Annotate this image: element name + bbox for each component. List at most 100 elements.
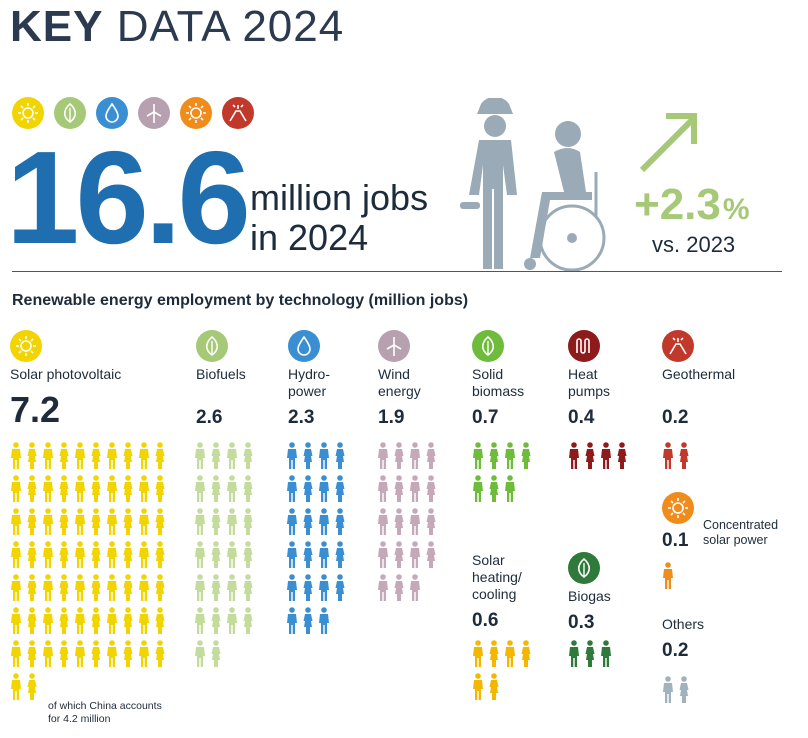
person-icon: [426, 442, 436, 469]
person-icon: [473, 673, 483, 700]
person-icon: [489, 640, 499, 667]
tech-name: Solid biomass: [472, 366, 525, 399]
person-icon: [287, 475, 297, 502]
person-icon: [227, 607, 237, 634]
person-icon: [410, 442, 420, 469]
person-icon: [410, 541, 420, 568]
person-icon: [663, 442, 673, 469]
person-icon: [27, 607, 37, 634]
person-icon: [521, 442, 531, 469]
person-icon: [155, 574, 165, 601]
leaf-icon: [54, 97, 86, 129]
growth-comparison: vs. 2023: [652, 232, 736, 257]
person-icon: [287, 508, 297, 535]
person-icon: [319, 574, 329, 601]
person-icon: [410, 475, 420, 502]
person-icon: [123, 442, 133, 469]
person-icon: [59, 541, 69, 568]
person-icon: [123, 475, 133, 502]
people-grid-others: [662, 676, 726, 704]
person-icon: [473, 475, 483, 502]
person-icon: [426, 541, 436, 568]
person-icon: [335, 508, 345, 535]
people-grid-biogas: [568, 640, 632, 668]
person-icon: [426, 508, 436, 535]
person-icon: [663, 562, 673, 589]
person-icon: [123, 541, 133, 568]
person-icon: [59, 475, 69, 502]
person-icon: [319, 475, 329, 502]
person-icon: [107, 607, 117, 634]
person-icon: [569, 442, 579, 469]
person-icon: [287, 574, 297, 601]
person-icon: [227, 541, 237, 568]
person-icon: [155, 442, 165, 469]
person-icon: [27, 640, 37, 667]
person-icon: [303, 574, 313, 601]
sun-icon: [180, 97, 212, 129]
growth-unit: %: [722, 193, 750, 226]
tech-value: 0.3: [568, 612, 595, 633]
person-icon: [505, 475, 515, 502]
person-icon: [521, 640, 531, 667]
person-icon: [155, 640, 165, 667]
people-grid-hydropower: [286, 442, 350, 635]
tech-heat-pumps: Heat pumps 0.4: [568, 330, 610, 429]
sun-icon: [10, 330, 42, 362]
tech-value: 2.6: [196, 407, 223, 428]
water-drop-icon: [96, 97, 128, 129]
people-grid-heat-pumps: [568, 442, 632, 470]
tech-value: 0.2: [662, 407, 689, 428]
headline-value: 16.6: [6, 124, 251, 271]
person-icon: [489, 442, 499, 469]
tech-wind-energy: Wind energy 1.9: [378, 330, 421, 429]
person-icon: [59, 442, 69, 469]
person-icon: [243, 607, 253, 634]
person-icon: [378, 541, 388, 568]
person-icon: [303, 442, 313, 469]
person-icon: [378, 508, 388, 535]
person-icon: [155, 508, 165, 535]
person-icon: [107, 541, 117, 568]
person-icon: [473, 640, 483, 667]
person-icon: [489, 673, 499, 700]
tech-name: Geothermal: [662, 366, 736, 382]
person-icon: [107, 640, 117, 667]
tech-name: Solar photovoltaic: [10, 366, 122, 382]
people-grid-wind-energy: [377, 442, 441, 602]
tech-value: 0.1: [662, 530, 689, 551]
person-icon: [227, 475, 237, 502]
person-icon: [394, 442, 404, 469]
person-icon: [335, 442, 345, 469]
person-icon: [11, 541, 21, 568]
tech-solar-photovoltaic: Solar photovoltaic 7.2: [10, 330, 121, 431]
person-icon: [195, 640, 205, 667]
person-icon: [43, 508, 53, 535]
title-light: DATA 2024: [116, 2, 345, 51]
people-grid-solar-photovoltaic: [10, 442, 170, 701]
wind-turbine-icon: [138, 97, 170, 129]
tech-biofuels: Biofuels 2.6: [196, 330, 246, 429]
person-icon: [410, 508, 420, 535]
person-icon: [91, 475, 101, 502]
person-icon: [59, 574, 69, 601]
person-icon: [59, 607, 69, 634]
tech-geothermal: Geothermal 0.2: [662, 330, 735, 429]
person-icon: [107, 574, 117, 601]
person-icon: [123, 508, 133, 535]
person-icon: [75, 442, 85, 469]
person-icon: [195, 442, 205, 469]
people-grid-solar-heating-cooling: [472, 640, 536, 701]
divider-line: [12, 271, 782, 272]
person-icon: [107, 475, 117, 502]
leaf-icon: [568, 552, 600, 584]
person-icon: [243, 541, 253, 568]
person-icon: [303, 607, 313, 634]
tech-value: 7.2: [10, 389, 61, 430]
person-icon: [107, 508, 117, 535]
person-icon: [91, 607, 101, 634]
person-icon: [43, 442, 53, 469]
person-icon: [155, 475, 165, 502]
tech-others: Others 0.2: [662, 616, 704, 662]
person-icon: [91, 574, 101, 601]
